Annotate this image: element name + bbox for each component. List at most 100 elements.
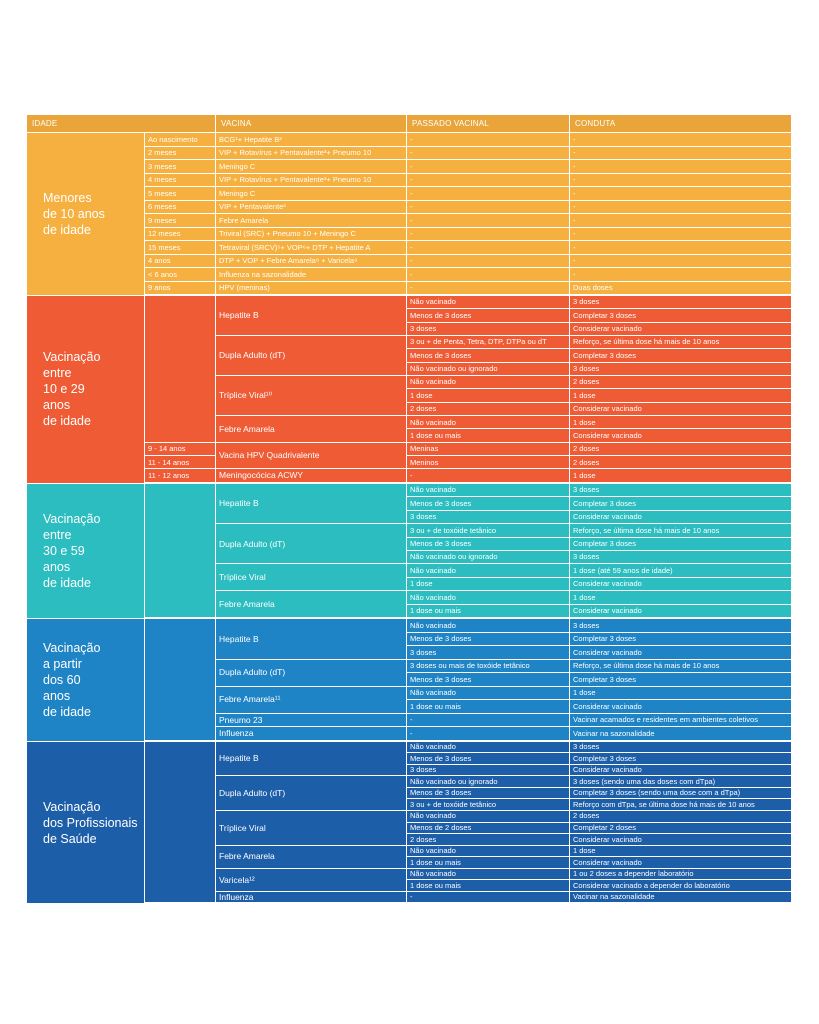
conduta-cell: Considerar vacinado (570, 323, 791, 337)
conduta-cell: 3 doses (570, 363, 791, 377)
passado-cell: 2 doses (407, 834, 570, 846)
conduta-cell: 3 doses (570, 484, 791, 498)
group-label: Vacinação dos Profissionais de Saúde (27, 741, 145, 904)
passado-cell: - (407, 713, 570, 728)
conduta-cell: Vacinar acamados e residentes em ambient… (570, 714, 791, 728)
conduta-cell: Considerar vacinado (570, 857, 791, 869)
conduta-cell: 1 dose (570, 469, 791, 483)
conduta-cell: 1 dose (570, 591, 791, 605)
age-cell: 4 meses (145, 173, 216, 187)
passado-cell: 3 doses (407, 510, 570, 525)
conduta-cell: 1 dose (570, 687, 791, 701)
vaccine-cell: Vacina HPV Quadrivalente (216, 442, 407, 470)
passado-cell: Meninas (407, 442, 570, 457)
conduta-cell: Completar 3 doses (570, 497, 791, 511)
conduta-cell: 3 doses (570, 551, 791, 565)
conduta-cell: Completar 3 doses (570, 538, 791, 551)
passado-cell: Não vacinado (407, 376, 570, 390)
age-cell: 6 meses (145, 200, 216, 214)
table-header: IDADE VACINA PASSADO VACINAL CONDUTA (27, 115, 791, 133)
passado-cell: 1 dose ou mais (407, 604, 570, 619)
conduta-cell: Completar 3 doses (570, 753, 791, 765)
conduta-cell: Considerar vacinado a depender do labora… (570, 880, 791, 892)
age-cell: 9 meses (145, 214, 216, 228)
group-label: Vacinação entre 10 e 29 anos de idade (27, 296, 145, 483)
passado-cell: Menos de 3 doses (407, 497, 570, 511)
section-vac-60: Vacinação a partir dos 60 anos de idade H… (27, 619, 791, 742)
passado-cell: 3 ou + de toxóide tetânico (407, 524, 570, 538)
age-cell (145, 741, 216, 904)
vaccine-cell: Hepatite B (216, 483, 407, 525)
vaccine-cell: Hepatite B (216, 741, 407, 777)
vaccine-cell: Triviral (SRC) + Pneumo 10 + Meningo C (216, 227, 407, 241)
passado-cell: Não vacinado (407, 483, 570, 498)
section-vac-saude: Vacinação dos Profissionais de Saúde Hepa… (27, 741, 791, 905)
conduta-cell: Completar 3 doses (sendo uma dose com a … (570, 788, 791, 800)
passado-cell: - (407, 268, 570, 282)
passado-cell: Não vacinado ou ignorado (407, 362, 570, 377)
passado-cell: Não vacinado (407, 619, 570, 633)
header-conduta: CONDUTA (575, 119, 616, 128)
passado-cell: 3 ou + de toxóide tetânico (407, 799, 570, 811)
header-vacina: VACINA (216, 115, 407, 132)
age-cell: 4 anos (145, 254, 216, 268)
conduta-cell: Considerar vacinado (570, 403, 791, 417)
passado-cell: Não vacinado (407, 868, 570, 881)
passado-cell: 1 dose ou mais (407, 429, 570, 443)
passado-cell: - (407, 187, 570, 201)
passado-cell: Não vacinado ou ignorado (407, 551, 570, 565)
vaccine-cell: HPV (meninas) (216, 281, 407, 295)
vaccine-cell: Tetraviral (SRCV)⁵+ VOP⁶+ DTP + Hepatite… (216, 241, 407, 255)
conduta-cell: 3 doses (570, 296, 791, 310)
vaccine-cell: Dupla Adulto (dT) (216, 524, 407, 565)
conduta-cell: 2 doses (570, 443, 791, 457)
conduta-cell: 1 ou 2 doses a depender laboratório (570, 869, 791, 881)
passado-cell: Meninos (407, 456, 570, 470)
passado-cell: 3 doses ou mais de toxóide tetânico (407, 659, 570, 674)
vaccine-cell: Febre Amarela (216, 591, 407, 619)
vaccine-cell: BCG¹+ Hepatite B² (216, 133, 407, 147)
passado-cell: Não vacinado (407, 296, 570, 310)
table-body: Menores de 10 anos de idade Ao nascimento… (27, 133, 791, 905)
passado-cell: - (407, 469, 570, 483)
conduta-cell: Completar 3 doses (570, 309, 791, 323)
conduta-cell: Vacinar na sazonalidade (570, 892, 791, 904)
conduta-cell: Considerar vacinado (570, 646, 791, 660)
conduta-cell: 1 dose (570, 846, 791, 858)
conduta-cell: Considerar vacinado (570, 765, 791, 777)
passado-cell: Menos de 3 doses (407, 537, 570, 551)
age-cell: 2 meses (145, 146, 216, 160)
passado-cell: Não vacinado (407, 845, 570, 858)
vaccine-cell: Dupla Adulto (dT) (216, 776, 407, 811)
vaccine-cell: Febre Amarela (216, 214, 407, 228)
conduta-cell: - (570, 187, 791, 201)
passado-cell: - (407, 214, 570, 228)
passado-cell: 1 dose ou mais (407, 857, 570, 869)
vaccine-cell: VIP + Rotavírus + Pentavalente³+ Pneumo … (216, 146, 407, 160)
conduta-cell: 3 doses (570, 742, 791, 754)
conduta-cell: - (570, 268, 791, 282)
section-grid: Hepatite B Dupla Adulto (dT) Tríplice Vira… (145, 483, 791, 619)
passado-cell: Não vacinado (407, 810, 570, 823)
section-grid: Hepatite B Dupla Adulto (dT) Tríplice Vira… (145, 741, 791, 904)
vaccine-cell: Hepatite B (216, 619, 407, 660)
conduta-cell: Considerar vacinado (570, 511, 791, 525)
passado-cell: 1 dose (407, 389, 570, 403)
header-idade: IDADE (27, 115, 216, 132)
age-cell (145, 483, 216, 619)
vaccination-table: IDADE VACINA PASSADO VACINAL CONDUTA Men… (27, 115, 791, 905)
conduta-cell: Considerar vacinado (570, 700, 791, 714)
conduta-cell: - (570, 133, 791, 147)
vaccine-cell: Febre Amarela¹¹ (216, 686, 407, 714)
passado-cell: - (407, 227, 570, 241)
conduta-cell: - (570, 160, 791, 174)
group-label: Vacinação entre 30 e 59 anos de idade (27, 483, 145, 619)
age-cell (145, 619, 216, 741)
passado-cell: Menos de 3 doses (407, 309, 570, 323)
passado-cell: - (407, 727, 570, 741)
conduta-cell: - (570, 255, 791, 268)
vaccine-cell: Dupla Adulto (dT) (216, 336, 407, 377)
passado-cell: - (407, 281, 570, 295)
vaccine-cell: Hepatite B (216, 296, 407, 337)
conduta-cell: - (570, 174, 791, 187)
